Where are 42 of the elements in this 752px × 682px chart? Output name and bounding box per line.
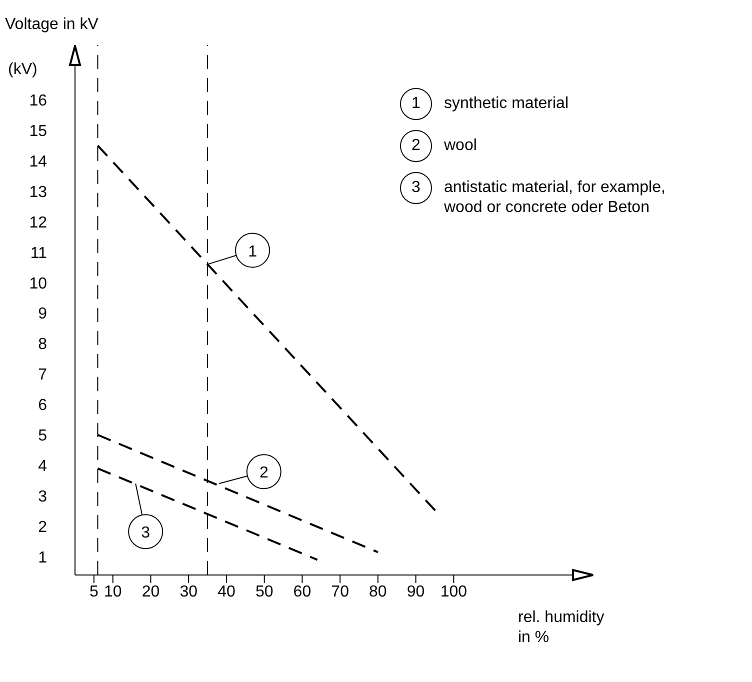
y-tick-label: 13 bbox=[29, 184, 48, 201]
legend-label: synthetic material bbox=[444, 94, 570, 114]
callout: 3 bbox=[128, 483, 164, 550]
legend-label: antistatic material, for example, wood or concrete oder Beton bbox=[444, 178, 666, 218]
legend-label: wool bbox=[444, 136, 478, 156]
x-tick-label: 50 bbox=[255, 583, 274, 600]
x-tick-label: 100 bbox=[440, 583, 468, 600]
y-axis-title: Voltage in kV bbox=[5, 16, 98, 34]
callout: 1 bbox=[207, 232, 270, 268]
y-tick-label: 15 bbox=[29, 122, 48, 140]
x-tick-label: 80 bbox=[369, 583, 387, 600]
x-tick-label: 60 bbox=[293, 583, 312, 600]
y-tick-label: 5 bbox=[38, 428, 48, 445]
annotation: 2 bbox=[259, 464, 268, 482]
y-tick-label: 9 bbox=[38, 306, 48, 323]
x-tick-label: 10 bbox=[104, 583, 122, 600]
x-tick-label: 90 bbox=[406, 583, 425, 600]
y-tick-label: 2 bbox=[38, 518, 48, 536]
numbered-circle: 1 bbox=[400, 88, 432, 120]
x-tick-label: 20 bbox=[142, 583, 160, 600]
y-tick-label: 8 bbox=[38, 336, 48, 354]
y-tick-label: 1 bbox=[38, 549, 48, 566]
y-tick-label: 6 bbox=[38, 397, 48, 414]
numbered-circle: 3 bbox=[400, 172, 432, 204]
text: (kV) bbox=[8, 61, 38, 79]
x-tick-label: 5 bbox=[89, 583, 98, 600]
y-tick-label: 4 bbox=[38, 458, 48, 476]
y-tick-label: 10 bbox=[29, 275, 48, 292]
x-tick-label: 30 bbox=[180, 583, 198, 600]
y-tick-label: 7 bbox=[38, 366, 48, 384]
annotation: 1 bbox=[248, 243, 258, 260]
annotation: 3 bbox=[141, 524, 150, 542]
x-tick-label: 70 bbox=[331, 583, 350, 600]
y-tick-label: 3 bbox=[38, 488, 48, 506]
y-tick-label: 14 bbox=[29, 153, 48, 170]
y-tick-label: 16 bbox=[29, 92, 48, 110]
y-tick-label: 11 bbox=[30, 244, 48, 262]
x-tick-label: 40 bbox=[218, 583, 236, 600]
numbered-circle: 2 bbox=[400, 130, 432, 162]
callout: 2 bbox=[218, 454, 282, 490]
y-tick-label: 12 bbox=[29, 214, 48, 232]
x-axis-title: rel. humidity in % bbox=[518, 608, 604, 648]
